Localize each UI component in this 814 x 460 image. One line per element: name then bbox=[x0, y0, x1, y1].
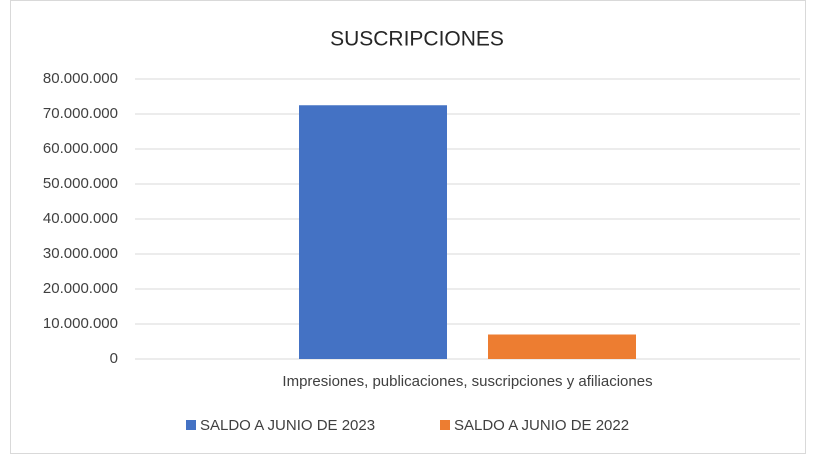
y-tick-label: 60.000.000 bbox=[43, 140, 118, 157]
y-tick-label: 50.000.000 bbox=[43, 175, 118, 192]
y-tick-label: 70.000.000 bbox=[43, 105, 118, 122]
y-tick-label: 30.000.000 bbox=[43, 245, 118, 262]
bar bbox=[299, 105, 447, 359]
y-tick-label: 10.000.000 bbox=[43, 315, 118, 332]
legend-label: SALDO A JUNIO DE 2023 bbox=[200, 417, 375, 434]
legend-swatch bbox=[186, 420, 196, 430]
legend-swatch bbox=[440, 420, 450, 430]
bar bbox=[488, 334, 636, 359]
chart-title: SUSCRIPCIONES bbox=[330, 28, 504, 51]
y-tick-label: 40.000.000 bbox=[43, 210, 118, 227]
y-tick-label: 20.000.000 bbox=[43, 280, 118, 297]
x-tick-label: Impresiones, publicaciones, suscripcione… bbox=[282, 373, 652, 390]
y-tick-label: 0 bbox=[110, 350, 118, 367]
legend-label: SALDO A JUNIO DE 2022 bbox=[454, 417, 629, 434]
y-tick-label: 80.000.000 bbox=[43, 70, 118, 87]
